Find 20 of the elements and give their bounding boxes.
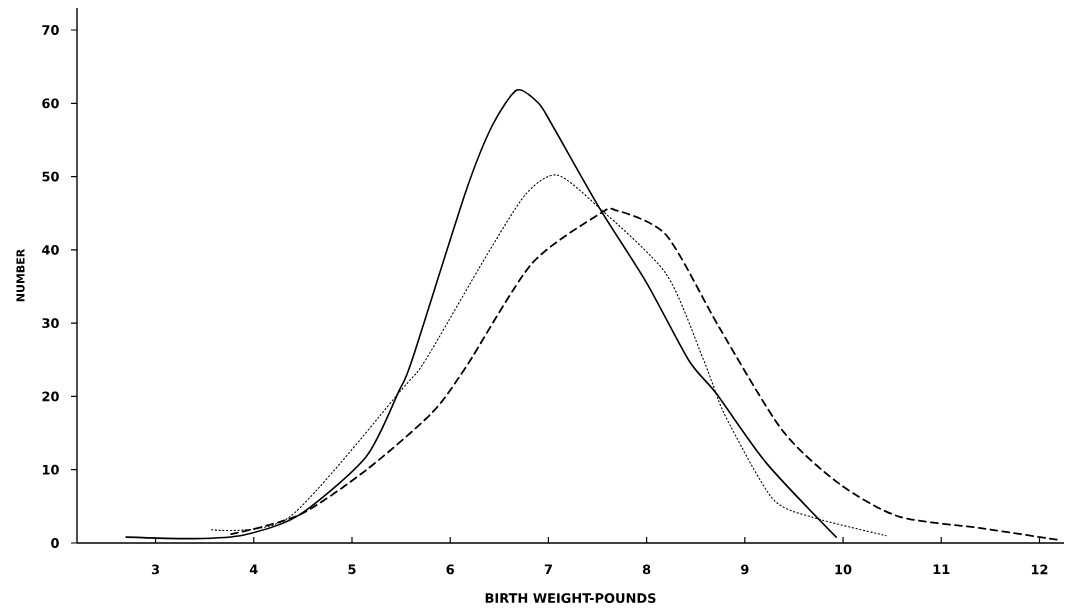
x-tick-label: 12 [1031, 564, 1048, 575]
x-tick-label: 7 [544, 564, 552, 574]
x-tick-label: 3 [151, 564, 160, 575]
y-axis-title: NUMBER [16, 249, 25, 302]
y-tick-label: 60 [42, 98, 59, 109]
x-tick-label: 11 [933, 564, 950, 574]
x-tick-label: 5 [348, 564, 356, 575]
y-tick-label: 10 [42, 464, 59, 475]
y-tick-label: 40 [42, 244, 59, 255]
y-tick-label: 30 [42, 318, 59, 329]
x-axis-title: BIRTH WEIGHT-POUNDS [485, 593, 656, 603]
x-tick-label: 6 [446, 564, 454, 575]
x-tick-label: 8 [642, 564, 651, 575]
x-tick-label: 9 [740, 564, 749, 575]
x-tick-label: 4 [249, 564, 258, 574]
x-tick-label: 10 [835, 564, 852, 575]
y-tick-label: 0 [51, 538, 59, 548]
y-tick-label: 50 [42, 171, 59, 182]
y-tick-label: 70 [42, 25, 59, 35]
y-tick-label: 20 [42, 391, 59, 402]
